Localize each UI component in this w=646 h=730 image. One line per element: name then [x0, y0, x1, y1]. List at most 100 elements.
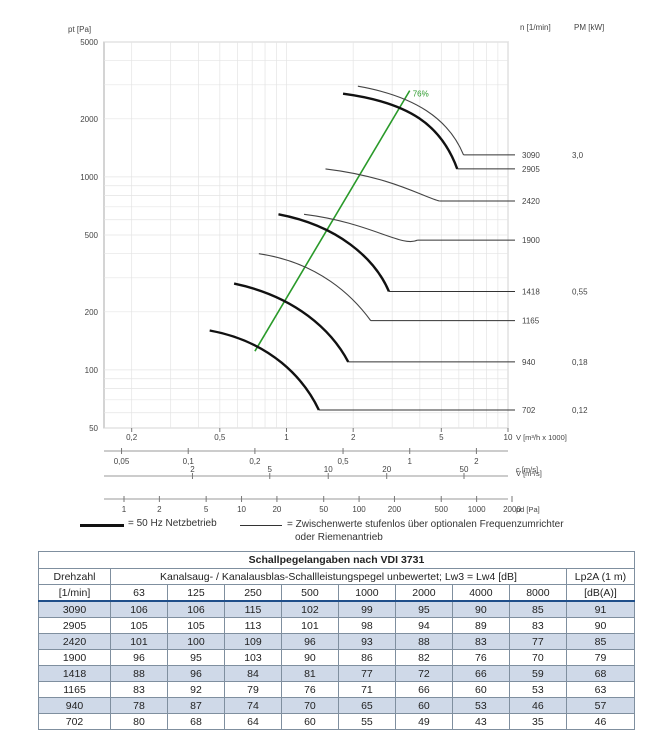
secondary-tick-label: 500 — [435, 505, 449, 514]
table-cell: 1165 — [38, 681, 111, 698]
table-cell: 91 — [565, 600, 636, 618]
secondary-tick-label: 0,5 — [337, 457, 349, 466]
table-cell: 87 — [166, 697, 225, 714]
table-cell: 106 — [166, 600, 225, 618]
legend-thick-text: = 50 Hz Netzbetrieb — [128, 518, 217, 529]
secondary-tick-label: 1 — [122, 505, 127, 514]
table-cell: 46 — [508, 697, 567, 714]
power-label-3090: 3,0 — [572, 151, 584, 160]
secondary-tick-label: 5 — [268, 465, 273, 474]
fan-curve-3090 — [357, 85, 465, 156]
table-cell: 90 — [280, 649, 339, 666]
table-cell: 66 — [451, 665, 510, 682]
secondary-tick-label: 10 — [324, 465, 333, 474]
table-cell: 80 — [110, 713, 168, 730]
table-cell: 84 — [223, 665, 282, 682]
table-row: 940 78 87 74 70 65 60 53 46 57 — [38, 697, 636, 714]
speed-label-2420: 2420 — [522, 197, 540, 206]
table-cell: 85 — [565, 633, 636, 650]
secondary-tick-label: 1000 — [468, 505, 486, 514]
table-cell: 74 — [223, 697, 282, 714]
table-cell: 95 — [166, 649, 225, 666]
table-cell: 70 — [508, 649, 567, 666]
fan-curve-1900 — [303, 213, 418, 242]
secondary-tick-label: 0,2 — [249, 457, 261, 466]
legend-thin-line — [240, 525, 282, 526]
table-body: 3090 106 106 115 102 99 95 90 85 91 2905 105 105 113 1… — [38, 600, 636, 730]
table-cell: 83 — [451, 633, 510, 650]
secondary-tick-label: 20 — [382, 465, 391, 474]
table-cell: 55 — [337, 713, 396, 730]
secondary-tick-label: 5 — [204, 505, 209, 514]
secondary-axis-label: V [m³/s] — [516, 469, 542, 478]
power-header: PM [kW] — [574, 23, 604, 32]
table-cell: 68 — [565, 665, 636, 682]
table-cell: 60 — [451, 681, 510, 698]
fan-curve-2420 — [325, 168, 440, 202]
table-cell: 71 — [337, 681, 396, 698]
table-row: 3090 106 106 115 102 99 95 90 85 91 — [38, 600, 636, 618]
x-tick-label: 1 — [284, 433, 289, 442]
table-cell: 78 — [110, 697, 168, 714]
table-cell: 72 — [394, 665, 453, 682]
table-cell: 115 — [223, 600, 282, 618]
efficiency-label: 76% — [413, 90, 429, 99]
table-cell: 53 — [451, 697, 510, 714]
table-cell: 90 — [451, 600, 510, 618]
table-cell: 96 — [166, 665, 225, 682]
table-cell: 49 — [394, 713, 453, 730]
header-freq-63: 63 — [110, 584, 168, 602]
table-cell: 94 — [394, 617, 453, 634]
sound-level-table: Schallpegelangaben nach VDI 3731 Drehzah… — [38, 551, 636, 730]
table-cell: 93 — [337, 633, 396, 650]
y-tick-label: 100 — [85, 366, 99, 375]
table-row: 2420 101 100 109 96 93 88 83 77 85 — [38, 633, 636, 650]
table-row: 2905 105 105 113 101 98 94 89 83 90 — [38, 617, 636, 634]
fan-curve-1418 — [278, 213, 391, 292]
table-cell: 60 — [394, 697, 453, 714]
speed-label-1418: 1418 — [522, 287, 540, 296]
y-tick-label: 500 — [85, 231, 99, 240]
table-cell: 88 — [110, 665, 168, 682]
table-cell: 105 — [110, 617, 168, 634]
secondary-tick-label: 0,1 — [183, 457, 195, 466]
table-cell: 90 — [565, 617, 636, 634]
table-cell: 46 — [565, 713, 636, 730]
table-cell: 2905 — [38, 617, 111, 634]
power-label-702: 0,12 — [572, 406, 588, 415]
fan-curve-2905 — [342, 92, 459, 170]
x-tick-label: 0,2 — [126, 433, 138, 442]
table-cell: 35 — [508, 713, 567, 730]
secondary-tick-label: 2000 — [503, 505, 521, 514]
table-cell: 43 — [451, 713, 510, 730]
table-cell: 53 — [508, 681, 567, 698]
secondary-tick-label: 1 — [407, 457, 412, 466]
table-cell: 64 — [223, 713, 282, 730]
y-tick-label: 50 — [89, 424, 98, 433]
table-cell: 89 — [451, 617, 510, 634]
table-cell: 2420 — [38, 633, 111, 650]
table-cell: 79 — [223, 681, 282, 698]
table-cell: 63 — [565, 681, 636, 698]
table-cell: 86 — [337, 649, 396, 666]
fan-performance-chart: pt [Pa] 5000 2000 1000 500 200 100 50 n [1/min] P… — [68, 23, 604, 514]
legend-thick-line — [80, 524, 124, 527]
table-cell: 98 — [337, 617, 396, 634]
y-tick-label: 5000 — [80, 38, 98, 47]
speed-label-2905: 2905 — [522, 165, 540, 174]
table-cell: 96 — [280, 633, 339, 650]
x-tick-label: 5 — [439, 433, 444, 442]
x-axis-label: V [m³/h x 1000] — [516, 433, 567, 442]
table-row: 702 80 68 64 60 55 49 43 35 46 — [38, 713, 636, 730]
table-cell: 96 — [110, 649, 168, 666]
header-lp2a: Lp2A (1 m) — [565, 568, 636, 585]
efficiency-line — [254, 90, 411, 352]
secondary-tick-label: 200 — [388, 505, 402, 514]
chart-legend: = 50 Hz Netzbetrieb = Zwischenwerte stuf… — [0, 515, 646, 551]
table-cell: 77 — [337, 665, 396, 682]
header-unit-dba: [dB(A)] — [565, 584, 636, 602]
table-cell: 105 — [166, 617, 225, 634]
table-cell: 106 — [110, 600, 168, 618]
table-row: 1165 83 92 79 76 71 66 60 53 63 — [38, 681, 636, 698]
table-cell: 3090 — [38, 600, 111, 618]
